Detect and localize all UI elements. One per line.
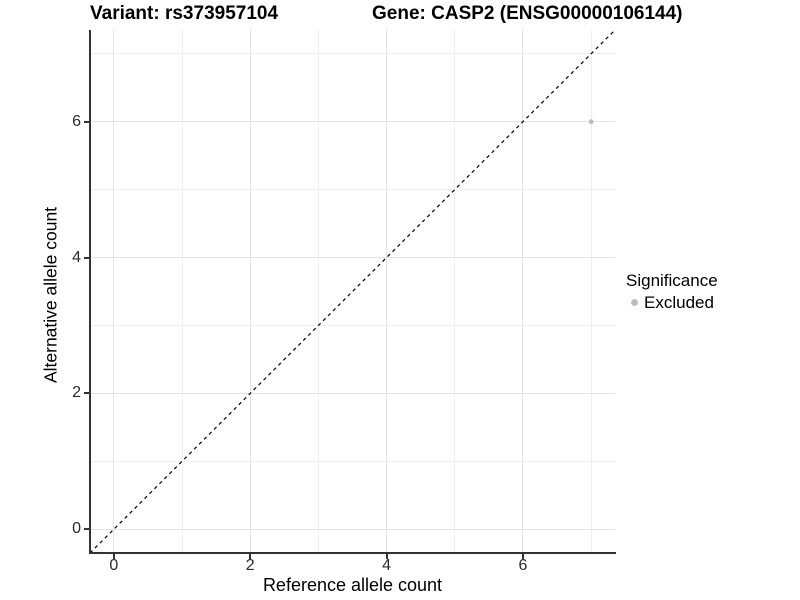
gridline-x-major: [249, 30, 251, 553]
gridline-y-major: [90, 392, 615, 394]
x-tick-label: 2: [245, 557, 255, 574]
gridline-y-minor: [90, 460, 615, 462]
gridline-x-minor: [181, 30, 183, 553]
gridline-x-major: [386, 30, 388, 553]
y-tick-label: 4: [72, 248, 81, 266]
plot-title-variant: Variant: rs373957104: [90, 3, 279, 24]
y-axis-line: [89, 30, 91, 554]
y-axis-title: Alternative allele count: [40, 206, 61, 384]
x-tick-mark: [521, 554, 524, 559]
gridline-x-minor: [590, 30, 592, 553]
gridline-y-minor: [90, 189, 615, 191]
x-tick-label: 4: [382, 557, 392, 574]
x-axis-title: Reference allele count: [262, 575, 443, 595]
identity-line: [90, 30, 615, 553]
gridline-y-major: [90, 528, 615, 530]
x-tick-label: 6: [518, 557, 528, 574]
gridline-x-minor: [454, 30, 456, 553]
gridline-y-minor: [90, 324, 615, 326]
gridline-y-minor: [90, 53, 615, 55]
legend-item: Excluded: [626, 292, 718, 313]
plot-svg-layer: [90, 30, 615, 553]
gridline-x-major: [113, 30, 115, 553]
legend-marker-circle-icon: [631, 299, 638, 306]
x-tick-mark: [249, 554, 252, 559]
y-tick-label: 6: [72, 112, 81, 130]
y-tick-label: 0: [72, 520, 81, 538]
gridline-y-major: [90, 121, 615, 123]
y-tick-mark: [84, 528, 89, 531]
x-tick-mark: [112, 554, 115, 559]
gridline-x-minor: [317, 30, 319, 553]
y-tick-mark: [84, 256, 89, 259]
x-tick-label: 0: [109, 557, 119, 574]
legend-title: Significance: [626, 271, 718, 290]
plot-panel: [90, 30, 615, 553]
legend-item-label: Excluded: [644, 293, 714, 312]
plot-title-gene: Gene: CASP2 (ENSG00000106144): [372, 3, 683, 24]
data-point: [588, 119, 594, 125]
legend: Significance Excluded: [626, 270, 718, 313]
y-tick-mark: [84, 120, 89, 123]
gridline-x-major: [522, 30, 524, 553]
gridline-y-major: [90, 257, 615, 259]
y-tick-mark: [84, 392, 89, 395]
x-axis-line: [89, 552, 616, 554]
y-tick-label: 2: [72, 384, 81, 402]
x-tick-mark: [385, 554, 388, 559]
